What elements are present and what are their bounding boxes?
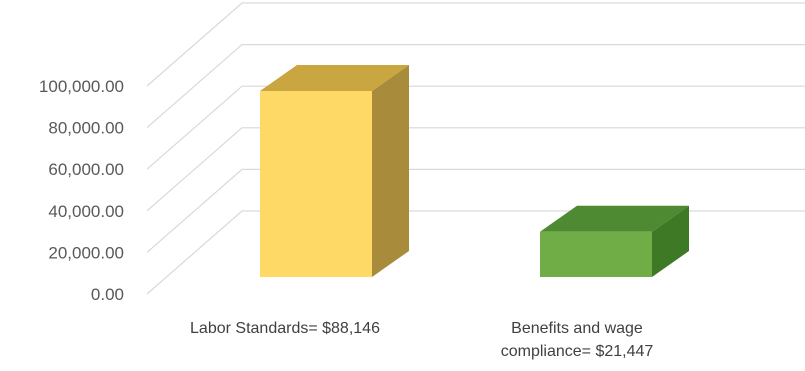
bar-top-face (540, 205, 689, 232)
bar-side-face (652, 205, 689, 277)
x-category-label: Benefits and wage (511, 320, 643, 337)
y-tick-label: 60,000.00 (48, 160, 124, 179)
x-axis-labels: Labor Standards= $88,146 Benefits and wag… (190, 320, 653, 360)
bar-side-face (372, 65, 409, 277)
bars (260, 65, 689, 277)
x-category-label: compliance= $21,447 (501, 343, 654, 360)
y-tick-label: 100,000.00 (39, 77, 124, 96)
gridline (146, 168, 805, 253)
bar-top-face (260, 65, 409, 91)
y-axis-ticks: 0.00 20,000.00 40,000.00 60,000.00 80,000.00… (39, 77, 124, 304)
bar (260, 91, 372, 277)
gridline (146, 44, 805, 129)
gridline (146, 2, 805, 87)
gridline (146, 85, 805, 170)
x-category-label: Labor Standards= $88,146 (190, 320, 380, 337)
y-tick-label: 20,000.00 (48, 243, 124, 262)
y-tick-label: 0.00 (91, 285, 124, 304)
gridlines (146, 2, 805, 295)
bar (540, 231, 652, 277)
gridline (146, 210, 805, 295)
gridline (146, 127, 805, 212)
y-tick-label: 80,000.00 (48, 119, 124, 138)
y-tick-label: 40,000.00 (48, 202, 124, 221)
